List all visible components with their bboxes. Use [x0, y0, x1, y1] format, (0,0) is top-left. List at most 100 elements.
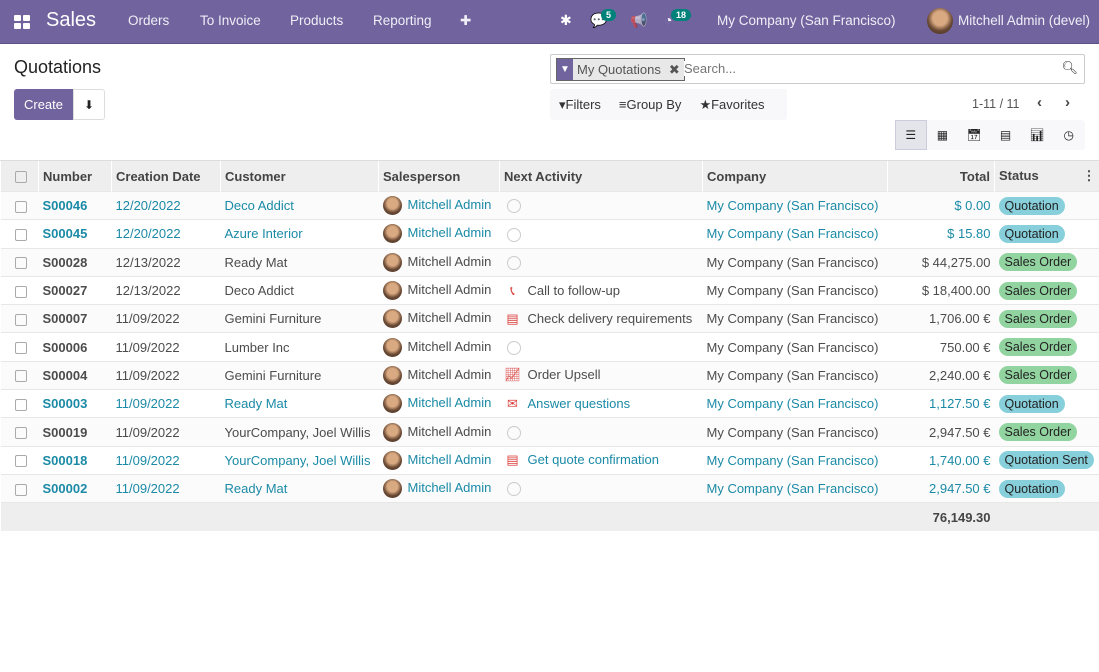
order-number: S00027 [38, 275, 112, 305]
table-row[interactable]: S00018 11/09/2022 YourCompany, Joel Will… [0, 445, 1099, 475]
tasks-icon[interactable]: ▤ [506, 310, 519, 326]
clock-icon[interactable] [506, 482, 521, 497]
filter-icon: ▾ [559, 96, 566, 112]
col-total[interactable]: Total [887, 160, 995, 192]
graph-view-icon[interactable]: 📊︎ [1029, 128, 1045, 142]
pager-previous-icon[interactable]: ‹ [1037, 94, 1042, 111]
status-badge: Quotation [998, 479, 1065, 498]
customer: Ready Mat [220, 389, 379, 418]
avatar [382, 479, 402, 499]
clock-icon[interactable] [506, 227, 521, 242]
salesperson: Mitchell Admin [378, 445, 500, 475]
salesperson-name: Mitchell Admin [407, 225, 492, 241]
table-row[interactable]: S00045 12/20/2022 Azure Interior Mitchel… [0, 219, 1099, 249]
clock-icon[interactable] [506, 340, 521, 355]
status-badge: Quotation Sent [998, 451, 1094, 470]
col-creation-date[interactable]: Creation Date [111, 160, 221, 192]
salesperson: Mitchell Admin [378, 219, 500, 249]
user-avatar[interactable] [927, 8, 953, 34]
row-checkbox[interactable] [0, 417, 39, 447]
activities-icon[interactable]: ◔ [664, 12, 673, 28]
row-checkbox[interactable] [0, 275, 39, 305]
menu-orders[interactable]: Orders [128, 13, 170, 28]
list-view-icon[interactable]: ☰ [895, 120, 927, 150]
table-row[interactable]: S00004 11/09/2022 Gemini Furniture Mitch… [0, 360, 1099, 390]
row-checkbox[interactable] [0, 473, 39, 503]
table-row[interactable]: S00027 12/13/2022 Deco Addict Mitchell A… [0, 275, 1099, 305]
customer: YourCompany, Joel Willis [220, 445, 379, 475]
pivot-view-icon[interactable]: ▤ [999, 128, 1012, 142]
calendar-view-icon[interactable]: 📅︎ [966, 128, 982, 142]
row-checkbox[interactable] [0, 190, 39, 220]
tasks-icon[interactable]: ▤ [506, 452, 519, 468]
row-checkbox[interactable] [0, 445, 39, 475]
row-checkbox[interactable] [0, 332, 39, 362]
status: Sales Order [994, 275, 1099, 305]
chart-icon[interactable]: 📈︎ [504, 367, 521, 383]
salesperson-name: Mitchell Admin [407, 253, 492, 269]
company: My Company (San Francisco) [702, 417, 888, 447]
filters-button[interactable]: ▾Filters [550, 97, 610, 113]
total: $ 44,275.00 [887, 247, 995, 277]
table-row[interactable]: S00028 12/13/2022 Ready Mat Mitchell Adm… [0, 247, 1099, 277]
clock-icon[interactable] [506, 199, 521, 214]
table-row[interactable]: S00006 11/09/2022 Lumber Inc Mitchell Ad… [0, 332, 1099, 362]
apps-menu-icon[interactable] [14, 15, 30, 29]
row-checkbox[interactable] [0, 360, 39, 390]
search-icon[interactable]: 🔍︎ [1061, 60, 1078, 75]
envelope-icon[interactable]: ✉ [507, 395, 518, 411]
create-button[interactable]: Create [14, 89, 73, 120]
col-company[interactable]: Company [702, 160, 888, 192]
megaphone-icon[interactable]: 📢 [630, 12, 648, 28]
download-icon[interactable]: ⬇ [73, 89, 105, 120]
phone-icon[interactable]: 📞︎ [510, 282, 515, 298]
menu-reporting[interactable]: Reporting [373, 13, 432, 28]
table-row[interactable]: S00007 11/09/2022 Gemini Furniture Mitch… [0, 304, 1099, 333]
row-checkbox[interactable] [0, 219, 39, 249]
company: My Company (San Francisco) [702, 247, 888, 277]
table-row[interactable]: S00003 11/09/2022 Ready Mat Mitchell Adm… [0, 389, 1099, 418]
row-checkbox[interactable] [0, 247, 39, 277]
activity-view-icon[interactable]: ◷ [1063, 128, 1074, 142]
customer: Ready Mat [220, 473, 379, 503]
app-name[interactable]: Sales [46, 9, 97, 31]
row-checkbox[interactable] [0, 304, 39, 333]
row-checkbox[interactable] [0, 389, 39, 418]
table-row[interactable]: S00046 12/20/2022 Deco Addict Mitchell A… [0, 190, 1099, 220]
order-number: S00004 [38, 360, 112, 390]
pager-value[interactable]: 1-11 / 11 [972, 97, 1020, 111]
menu-products[interactable]: Products [290, 13, 344, 28]
pager-next-icon[interactable]: › [1065, 94, 1070, 111]
company: My Company (San Francisco) [702, 219, 888, 249]
next-activity: 📞︎ Call to follow-up [499, 275, 703, 305]
status: Sales Order [994, 332, 1099, 362]
creation-date: 11/09/2022 [111, 360, 221, 390]
remove-facet-icon[interactable]: ✖ [668, 61, 680, 77]
bug-icon[interactable]: ✱ [560, 12, 572, 28]
plus-icon[interactable]: ✚ [460, 13, 472, 28]
col-salesperson[interactable]: Salesperson [378, 160, 500, 192]
status-badge: Sales Order [998, 423, 1078, 442]
col-number[interactable]: Number [38, 160, 112, 192]
order-number: S00006 [38, 332, 112, 362]
company-switcher[interactable]: My Company (San Francisco) [717, 13, 896, 28]
optional-columns-icon[interactable]: ⋮ [1082, 168, 1096, 183]
kanban-view-icon[interactable]: ▦ [936, 128, 949, 142]
clock-icon[interactable] [506, 425, 521, 440]
table-row[interactable]: S00019 11/09/2022 YourCompany, Joel Will… [0, 417, 1099, 447]
menu-to-invoice[interactable]: To Invoice [200, 13, 261, 28]
col-next-activity[interactable]: Next Activity [499, 160, 703, 192]
col-customer[interactable]: Customer [220, 160, 379, 192]
col-status[interactable]: Status ⋮ [994, 160, 1099, 192]
table-row[interactable]: S00002 11/09/2022 Ready Mat Mitchell Adm… [0, 473, 1099, 503]
group-by-button[interactable]: ≡Group By [610, 97, 691, 112]
clock-icon[interactable] [506, 256, 521, 271]
activity-summary: Answer questions [527, 395, 631, 411]
company: My Company (San Francisco) [702, 304, 888, 333]
group-by-label: Group By [626, 97, 682, 112]
user-menu[interactable]: Mitchell Admin (devel) [958, 13, 1091, 28]
favorites-button[interactable]: ★Favorites [690, 97, 773, 113]
status: Sales Order [994, 304, 1099, 333]
select-all-checkbox[interactable] [0, 160, 39, 192]
search-input[interactable] [684, 61, 1054, 76]
